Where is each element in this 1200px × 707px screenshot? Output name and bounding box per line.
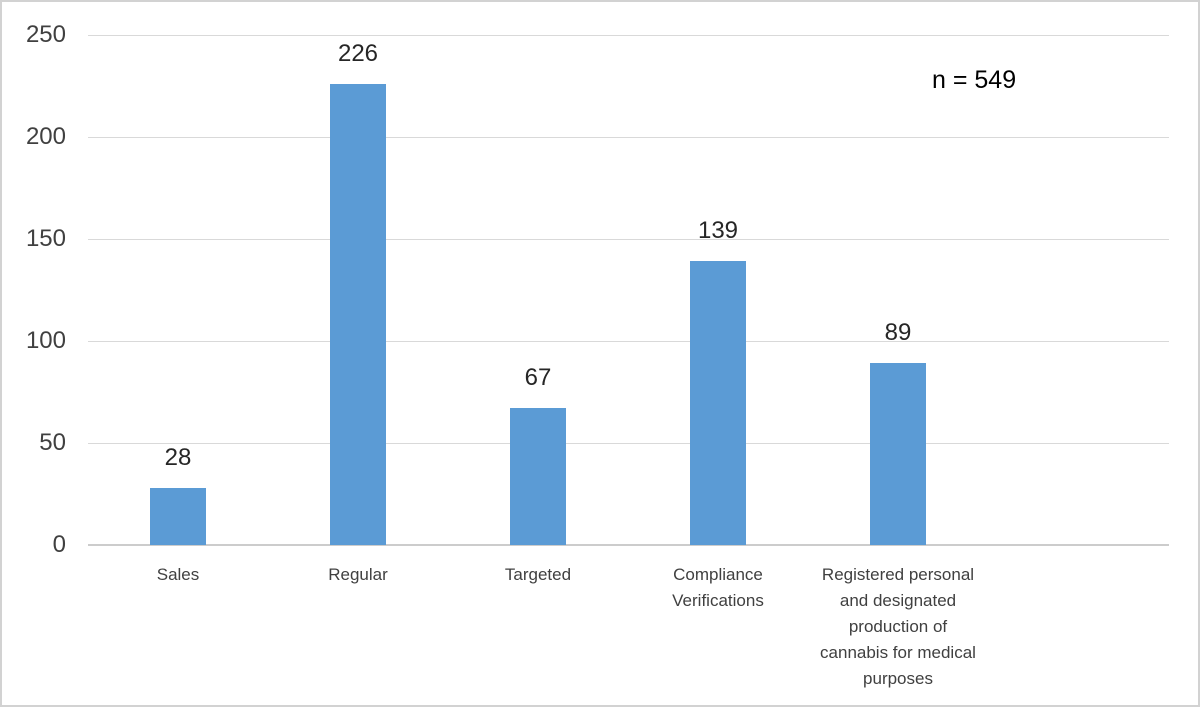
y-tick-label: 0	[52, 531, 66, 558]
bar-value-label-compliance: 139	[697, 217, 739, 244]
x-category-label-registered-personal: Registered personal and designated produ…	[820, 565, 976, 688]
gridline	[88, 443, 1169, 444]
y-tick-label: 200	[25, 123, 66, 150]
x-category-label-compliance: Compliance Verifications	[672, 565, 764, 610]
bar-value-label-registered-personal: 89	[884, 319, 912, 346]
bar-regular	[330, 84, 386, 545]
bar-compliance	[690, 261, 746, 545]
bar-sales	[150, 488, 206, 545]
x-category-label-regular: Regular	[328, 565, 388, 584]
bar-value-label-targeted: 67	[524, 364, 552, 391]
gridline	[88, 35, 1169, 36]
sample-size-annotation: n = 549	[932, 66, 1017, 94]
gridline	[88, 341, 1169, 342]
x-category-label-sales: Sales	[156, 565, 200, 584]
y-tick-label: 150	[25, 225, 66, 252]
bar-registered-personal	[870, 363, 926, 545]
x-axis-baseline	[88, 544, 1169, 546]
gridline	[88, 137, 1169, 138]
y-tick-label: 250	[25, 21, 66, 48]
x-category-label-targeted: Targeted	[504, 565, 572, 584]
bar-value-label-regular: 226	[337, 40, 379, 67]
bar-value-label-sales: 28	[164, 444, 192, 471]
y-tick-label: 50	[39, 429, 66, 456]
y-tick-label: 100	[25, 327, 66, 354]
bar-targeted	[510, 408, 566, 545]
gridline	[88, 239, 1169, 240]
